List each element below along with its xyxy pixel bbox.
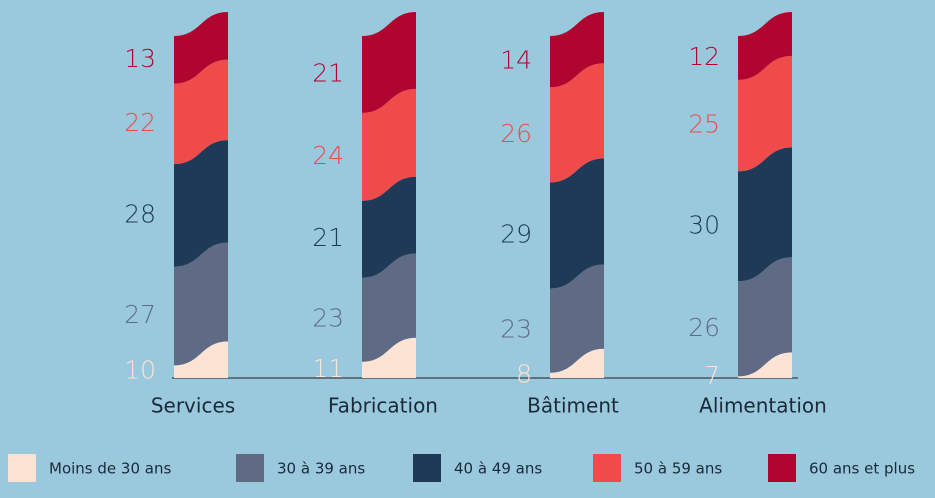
bar-segment xyxy=(174,242,228,366)
bar-segment xyxy=(550,264,604,373)
x-tick-label: Alimentation xyxy=(699,394,827,418)
value-label: 21 xyxy=(312,58,344,87)
value-label: 22 xyxy=(124,108,156,137)
value-label: 27 xyxy=(124,300,156,329)
bar-segment xyxy=(174,59,228,165)
legend-label: 50 à 59 ans xyxy=(634,460,722,478)
bar-segment xyxy=(550,63,604,183)
bar-segment xyxy=(738,352,792,378)
value-label: 13 xyxy=(124,44,156,73)
bar-segment xyxy=(550,158,604,289)
value-label: 23 xyxy=(500,315,532,344)
bar-segment xyxy=(550,12,604,88)
bar-segment xyxy=(550,348,604,378)
legend-label: 60 ans et plus xyxy=(809,460,915,478)
bar-segment xyxy=(362,12,416,113)
value-label: 29 xyxy=(500,219,532,248)
x-tick-label: Bâtiment xyxy=(527,394,619,418)
value-label: 30 xyxy=(688,210,720,239)
value-label: 11 xyxy=(312,354,344,383)
value-label: 24 xyxy=(312,141,344,170)
legend-swatch xyxy=(413,454,441,482)
legend-swatch xyxy=(8,454,36,482)
bar-segment xyxy=(362,337,416,378)
legend-label: Moins de 30 ans xyxy=(49,460,171,478)
bar-segment xyxy=(362,253,416,362)
value-label: 10 xyxy=(124,356,156,385)
value-label: 26 xyxy=(500,119,532,148)
x-tick-label: Services xyxy=(151,394,235,418)
value-label: 28 xyxy=(124,199,156,228)
legend-swatch xyxy=(236,454,264,482)
legend-swatch xyxy=(768,454,796,482)
value-label: 21 xyxy=(312,223,344,252)
bar-segment xyxy=(362,88,416,201)
bar-segment xyxy=(174,140,228,267)
bar-segment xyxy=(738,147,792,282)
value-label: 12 xyxy=(688,42,720,71)
value-label: 26 xyxy=(688,313,720,342)
bar-segment xyxy=(738,12,792,80)
value-label: 14 xyxy=(500,46,532,75)
value-label: 7 xyxy=(704,361,720,390)
x-tick-label: Fabrication xyxy=(328,394,438,418)
legend-swatch xyxy=(593,454,621,482)
bar-segment xyxy=(174,12,228,84)
legend-label: 30 à 39 ans xyxy=(277,460,365,478)
legend-label: 40 à 49 ans xyxy=(454,460,542,478)
value-label: 23 xyxy=(312,304,344,333)
bar-segment xyxy=(174,341,228,378)
bar-segment xyxy=(362,176,416,278)
value-label: 25 xyxy=(688,110,720,139)
bar-segment xyxy=(738,55,792,172)
bar-segment xyxy=(738,257,792,377)
value-label: 8 xyxy=(516,359,532,388)
